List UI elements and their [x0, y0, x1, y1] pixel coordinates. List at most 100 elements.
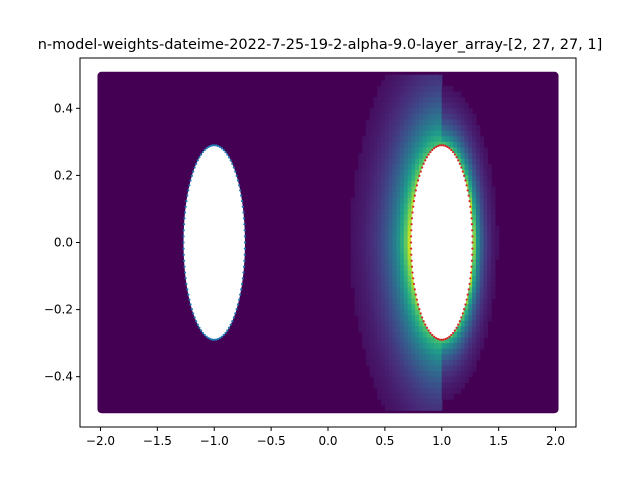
boundary-point	[424, 323, 427, 326]
heatmap-cell	[422, 331, 428, 339]
heatmap-cell	[384, 197, 390, 204]
heatmap-cell	[464, 158, 469, 165]
heatmap-cell	[483, 208, 488, 216]
heatmap-cell	[362, 136, 367, 143]
heatmap-cell	[475, 236, 481, 244]
heatmap-cell	[430, 113, 435, 121]
heatmap-cell	[487, 242, 492, 249]
boundary-point	[460, 166, 463, 169]
heatmap-cell	[441, 113, 447, 121]
boundary-point	[187, 189, 190, 192]
heatmap-cell	[468, 365, 473, 372]
heatmap-cell	[415, 158, 420, 165]
heatmap-cell	[487, 309, 492, 316]
heatmap-cell	[362, 181, 367, 188]
heatmap-cell	[434, 404, 439, 411]
heatmap-cell	[369, 337, 375, 344]
heatmap-cell	[468, 298, 473, 305]
heatmap-cell	[468, 136, 473, 143]
heatmap-cell	[396, 359, 401, 367]
heatmap-cell	[377, 220, 382, 227]
heatmap-cell	[456, 371, 462, 378]
heatmap-cell	[362, 331, 367, 339]
heatmap-cell	[449, 348, 454, 355]
heatmap-cell	[369, 141, 375, 149]
heatmap-cell	[483, 326, 488, 333]
heatmap-cell	[434, 359, 439, 367]
heatmap-cell	[449, 136, 454, 143]
heatmap-cell	[411, 175, 416, 182]
heatmap-cell	[373, 337, 378, 344]
heatmap-cell	[384, 292, 390, 300]
heatmap-cell	[415, 80, 420, 87]
heatmap-cell	[479, 276, 485, 283]
heatmap-cell	[392, 348, 397, 355]
heatmap-layer	[97, 71, 559, 414]
heatmap-cell	[472, 192, 477, 199]
heatmap-cell	[381, 354, 386, 361]
heatmap-cell	[377, 371, 382, 378]
y-tick-label: 0.0	[54, 236, 73, 250]
heatmap-cell	[362, 276, 367, 283]
boundary-point	[190, 174, 193, 178]
heatmap-cell	[392, 354, 397, 361]
heatmap-cell	[392, 225, 397, 232]
heatmap-cell	[483, 175, 488, 182]
heatmap-cell	[381, 343, 386, 350]
heatmap-cell	[377, 186, 382, 193]
heatmap-cell	[407, 320, 413, 327]
heatmap-cell	[362, 214, 367, 221]
heatmap-cell	[400, 102, 405, 109]
heatmap-cell	[388, 264, 394, 272]
heatmap-cell	[381, 158, 386, 165]
heatmap-cell	[479, 136, 485, 143]
heatmap-cell	[415, 331, 420, 339]
heatmap-cell	[426, 393, 431, 400]
heatmap-cell	[384, 382, 390, 389]
heatmap-cell	[472, 337, 477, 344]
heatmap-cell	[369, 270, 375, 277]
heatmap-cell	[362, 225, 367, 232]
heatmap-cell	[388, 315, 394, 322]
heatmap-cell	[365, 186, 371, 193]
heatmap-cell	[400, 331, 405, 339]
boundary-point	[243, 235, 246, 238]
heatmap-cell	[358, 298, 363, 305]
heatmap-cell	[384, 85, 390, 93]
heatmap-cell	[396, 225, 401, 232]
boundary-point	[416, 179, 420, 182]
heatmap-cell	[354, 248, 359, 255]
boundary-point	[464, 179, 467, 182]
boundary-point	[410, 259, 413, 262]
heatmap-cell	[403, 248, 409, 255]
heatmap-cell	[362, 326, 367, 333]
heatmap-cell	[419, 97, 424, 104]
heatmap-cell	[487, 225, 492, 232]
boundary-point	[182, 241, 185, 244]
heatmap-cell	[373, 276, 378, 283]
heatmap-cell	[460, 130, 466, 137]
heatmap-cell	[430, 119, 435, 126]
heatmap-cell	[396, 147, 401, 154]
heatmap-cell	[369, 136, 375, 143]
heatmap-cell	[464, 298, 469, 305]
heatmap-cell	[419, 331, 424, 339]
boundary-point	[220, 147, 223, 150]
heatmap-cell	[460, 359, 466, 367]
heatmap-cell	[468, 141, 473, 149]
heatmap-cell	[479, 248, 485, 255]
heatmap-cell	[475, 192, 481, 199]
heatmap-cell	[369, 214, 375, 221]
heatmap-cell	[453, 382, 458, 389]
heatmap-cell	[377, 158, 382, 165]
heatmap-cell	[472, 365, 477, 372]
heatmap-cell	[411, 320, 416, 327]
heatmap-cell	[362, 281, 367, 288]
heatmap-cell	[422, 125, 428, 132]
heatmap-cell	[373, 382, 378, 389]
heatmap-cell	[468, 125, 473, 132]
heatmap-cell	[350, 203, 356, 210]
heatmap-cell	[464, 309, 469, 316]
boundary-point	[446, 145, 449, 149]
heatmap-cell	[475, 298, 481, 305]
